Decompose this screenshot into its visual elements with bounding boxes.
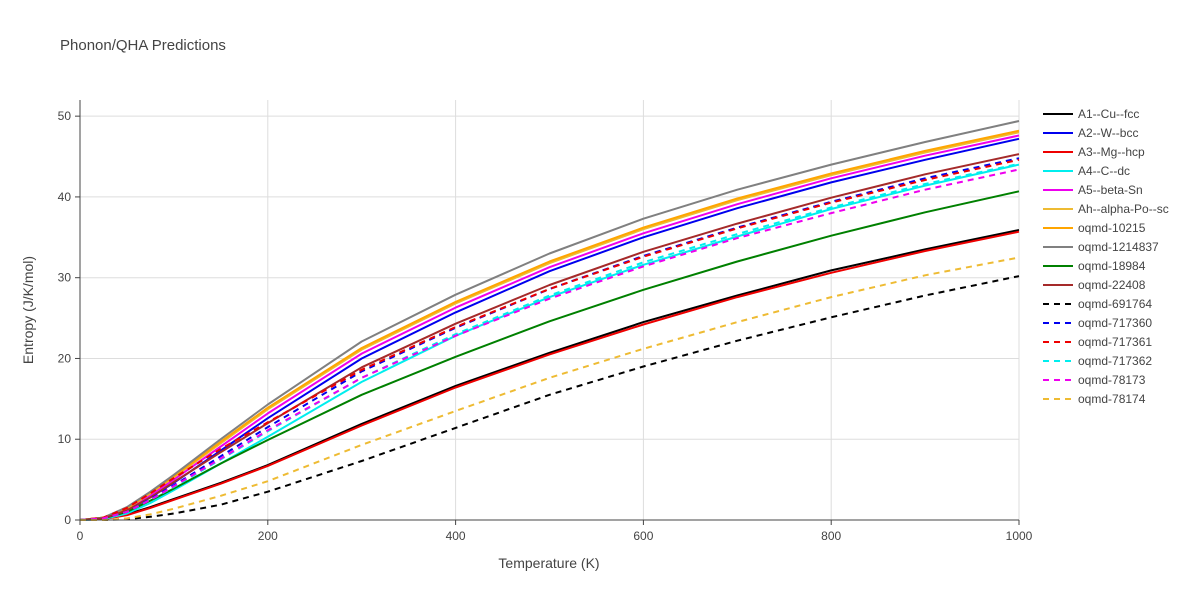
series-line-A3--Mg--hcp: [79, 230, 1020, 521]
legend-label: oqmd-18984: [1078, 259, 1146, 273]
legend-item[interactable]: oqmd-717360: [1043, 316, 1152, 330]
series-line-oqmd-78173: [79, 168, 1020, 521]
legend-item[interactable]: oqmd-22408: [1043, 278, 1146, 292]
legend-item[interactable]: oqmd-717362: [1043, 354, 1152, 368]
legend-label: A4--C--dc: [1078, 164, 1130, 178]
legend-label: oqmd-10215: [1078, 221, 1146, 235]
legend-item[interactable]: oqmd-78174: [1043, 392, 1146, 406]
series-lines: [79, 120, 1020, 521]
legend-label: oqmd-717360: [1078, 316, 1152, 330]
legend-label: A5--beta-Sn: [1078, 183, 1143, 197]
legend-label: oqmd-691764: [1078, 297, 1152, 311]
legend-label: A3--Mg--hcp: [1078, 145, 1145, 159]
legend-item[interactable]: oqmd-18984: [1043, 259, 1146, 273]
series-line-A1--Cu--fcc: [79, 229, 1020, 521]
x-tick-label: 400: [446, 529, 466, 543]
series-line-oqmd-717361: [79, 158, 1020, 521]
legend-label: oqmd-78174: [1078, 392, 1146, 406]
y-tick-label: 10: [58, 432, 72, 446]
x-tick-label: 800: [821, 529, 841, 543]
chart-title: Phonon/QHA Predictions: [60, 37, 226, 54]
x-tick-label: 0: [77, 529, 84, 543]
legend-item[interactable]: oqmd-10215: [1043, 221, 1146, 235]
legend-item[interactable]: Ah--alpha-Po--sc: [1043, 202, 1169, 216]
y-axis-label: Entropy (J/K/mol): [20, 256, 36, 364]
legend-item[interactable]: A4--C--dc: [1043, 164, 1130, 178]
y-tick-label: 0: [64, 513, 71, 527]
legend: A1--Cu--fcc A2--W--bcc A3--Mg--hcp A4--C--d…: [1043, 107, 1169, 406]
legend-item[interactable]: A1--Cu--fcc: [1043, 107, 1139, 121]
legend-item[interactable]: oqmd-691764: [1043, 297, 1152, 311]
tick-labels: 0 200 400 600 800 1000 0 10 20 30 40 50: [58, 109, 1033, 543]
series-line-oqmd-78174: [80, 256, 1020, 521]
y-tick-label: 40: [58, 190, 72, 204]
legend-item[interactable]: oqmd-78173: [1043, 373, 1146, 387]
legend-label: oqmd-1214837: [1078, 240, 1159, 254]
series-line-oqmd-717360: [79, 157, 1020, 521]
x-tick-label: 1000: [1006, 529, 1033, 543]
x-tick-label: 600: [633, 529, 653, 543]
legend-item[interactable]: oqmd-1214837: [1043, 240, 1159, 254]
axes: [75, 100, 1020, 525]
legend-label: oqmd-717362: [1078, 354, 1152, 368]
x-axis-label: Temperature (K): [498, 555, 599, 571]
legend-label: A1--Cu--fcc: [1078, 107, 1139, 121]
legend-item[interactable]: A3--Mg--hcp: [1043, 145, 1145, 159]
legend-label: oqmd-717361: [1078, 335, 1152, 349]
series-line-oqmd-18984: [79, 190, 1020, 521]
y-tick-label: 50: [58, 109, 72, 123]
legend-label: A2--W--bcc: [1078, 126, 1138, 140]
legend-label: Ah--alpha-Po--sc: [1078, 202, 1169, 216]
series-line-oqmd-22408: [79, 153, 1020, 521]
legend-item[interactable]: oqmd-717361: [1043, 335, 1152, 349]
x-tick-label: 200: [258, 529, 278, 543]
legend-item[interactable]: A2--W--bcc: [1043, 126, 1138, 140]
legend-label: oqmd-78173: [1078, 373, 1146, 387]
legend-item[interactable]: A5--beta-Sn: [1043, 183, 1143, 197]
y-tick-label: 30: [58, 271, 72, 285]
y-tick-label: 20: [58, 351, 72, 365]
series-line-A4--C--dc: [79, 163, 1020, 521]
legend-label: oqmd-22408: [1078, 278, 1146, 292]
series-line-oqmd-717362: [79, 162, 1020, 521]
series-line-oqmd-691764: [80, 275, 1020, 521]
